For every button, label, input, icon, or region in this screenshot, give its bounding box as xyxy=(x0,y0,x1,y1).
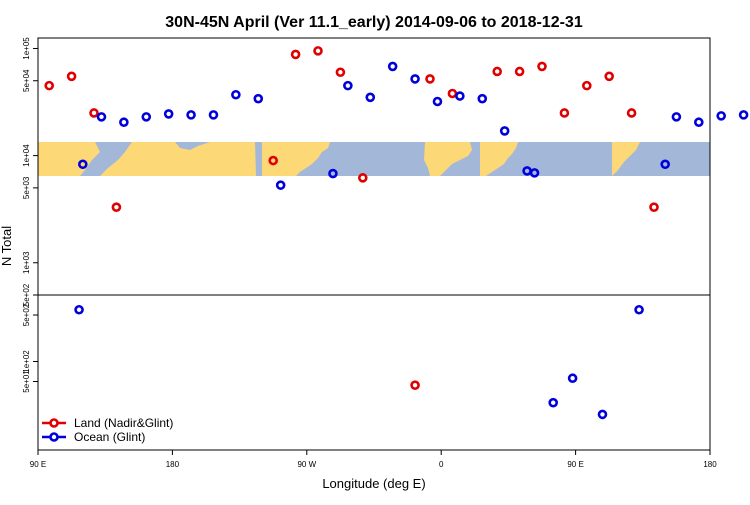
axes: 90 E 180 90 W 0 90 E 180 5e+02 1e+03 5e+03 1e+04 5… xyxy=(22,37,717,469)
data-point xyxy=(671,112,682,122)
data-point xyxy=(343,80,353,91)
data-point xyxy=(626,108,637,118)
legend-label: Land (Nadir&Glint) xyxy=(74,416,173,430)
y-tick-label: 5e+03 xyxy=(22,176,31,199)
data-point xyxy=(649,202,659,212)
data-point xyxy=(432,96,443,107)
data-points xyxy=(44,46,749,420)
data-point xyxy=(738,110,749,120)
data-point xyxy=(111,202,122,212)
data-point xyxy=(208,110,219,120)
y-tick-label: 1e+05 xyxy=(22,37,31,60)
data-point xyxy=(275,180,286,190)
data-point xyxy=(328,168,338,179)
x-tick-label: 90 E xyxy=(30,460,46,469)
y-axis-label: N Total xyxy=(0,226,14,266)
x-tick-label: 90 W xyxy=(297,460,316,469)
data-point xyxy=(537,61,547,72)
y-tick-label: 1e+04 xyxy=(22,144,31,167)
plot-frame xyxy=(37,37,711,451)
map-land-area xyxy=(262,142,330,176)
data-point xyxy=(253,93,264,104)
data-point xyxy=(357,173,368,183)
y-tick-label: 5e+01 xyxy=(22,370,31,393)
y-tick-label: 5e+02 xyxy=(22,283,31,306)
y-tick-label: 1e+03 xyxy=(22,251,31,274)
data-point xyxy=(597,409,608,420)
data-point xyxy=(365,92,376,103)
x-axis-label: Longitude (deg E) xyxy=(322,476,425,491)
x-tick-label: 180 xyxy=(703,460,717,469)
x-tick-label: 0 xyxy=(439,460,444,469)
data-point xyxy=(268,155,279,166)
data-point xyxy=(634,304,644,315)
x-tick-label: 90 E xyxy=(567,460,583,469)
data-point xyxy=(74,304,84,315)
y-tick-label: 1e+02 xyxy=(22,350,31,373)
data-point xyxy=(186,110,196,120)
data-point xyxy=(499,126,510,136)
data-point xyxy=(410,74,420,84)
map-land-area xyxy=(424,142,472,176)
data-point xyxy=(548,397,559,408)
data-point xyxy=(141,112,152,122)
y-tick-label: 5e+04 xyxy=(22,69,31,92)
data-point xyxy=(163,109,174,119)
data-point xyxy=(455,91,465,101)
map-land-area xyxy=(612,142,640,176)
data-point xyxy=(425,74,435,84)
data-point xyxy=(447,88,458,99)
data-point xyxy=(78,159,88,170)
data-point xyxy=(492,66,503,77)
data-point xyxy=(231,89,241,100)
legend-marker xyxy=(49,432,59,442)
x-tick-label: 180 xyxy=(166,460,180,469)
data-point xyxy=(96,112,107,122)
data-point xyxy=(335,67,346,78)
map-land-area xyxy=(100,142,256,176)
data-point xyxy=(559,108,570,118)
data-point xyxy=(44,80,55,91)
data-point xyxy=(387,61,398,72)
chart-title: 30N-45N April (Ver 11.1_early) 2014-09-0… xyxy=(165,14,583,31)
data-point xyxy=(693,117,704,128)
data-point xyxy=(716,111,727,121)
data-point xyxy=(119,117,129,128)
map-land-area xyxy=(480,142,518,176)
data-point xyxy=(477,93,488,104)
data-point xyxy=(581,80,592,91)
legend-marker xyxy=(49,418,59,428)
data-point xyxy=(660,159,671,170)
legend: Land (Nadir&Glint)Ocean (Glint) xyxy=(42,416,173,444)
legend-label: Ocean (Glint) xyxy=(74,430,145,444)
data-point xyxy=(529,168,540,178)
data-point xyxy=(290,49,301,60)
data-point xyxy=(514,66,525,77)
data-point xyxy=(313,46,323,56)
data-point xyxy=(604,71,615,82)
world-map-strip xyxy=(38,142,710,176)
data-point xyxy=(410,380,420,390)
data-point xyxy=(567,373,578,384)
data-point xyxy=(89,108,99,118)
y-tick-label: 5e+02 xyxy=(22,303,31,326)
data-point xyxy=(66,71,77,82)
